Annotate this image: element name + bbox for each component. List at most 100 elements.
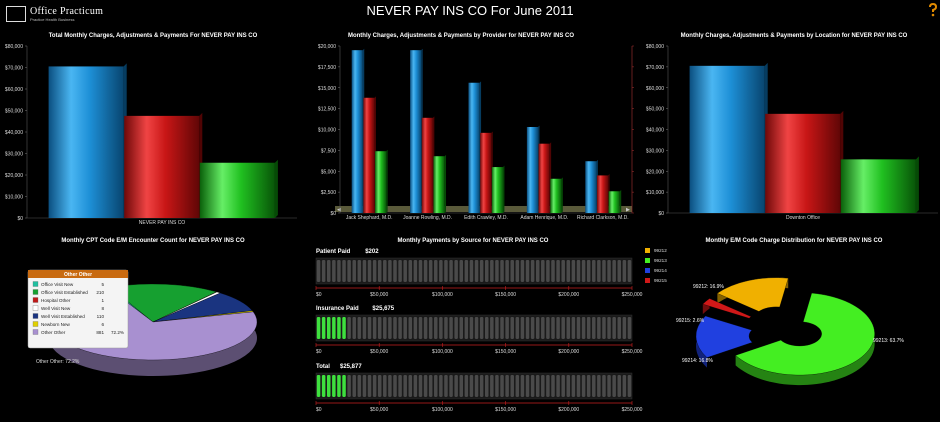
tooltip-swatch xyxy=(32,313,39,319)
bar[interactable] xyxy=(538,143,550,213)
gauge-segment xyxy=(372,375,377,397)
donut-slice[interactable] xyxy=(695,315,753,358)
bar[interactable] xyxy=(468,82,480,214)
gauge-segment xyxy=(342,260,346,282)
y-tick-label: $60,000 xyxy=(5,87,23,93)
legend-label: 99212 xyxy=(654,248,667,253)
y-tick-label: $12,500 xyxy=(318,107,336,113)
bar[interactable] xyxy=(596,175,609,213)
bar-side xyxy=(274,159,278,218)
gauge-segment xyxy=(622,375,627,397)
bar[interactable] xyxy=(421,117,433,213)
provider-chart-title: Monthly Charges, Adjustments & Payments … xyxy=(348,33,574,39)
gauge-segment xyxy=(372,260,377,282)
gauge-segment xyxy=(530,260,535,282)
bar[interactable] xyxy=(124,115,200,218)
bar-side xyxy=(915,156,919,213)
y-tick-label: $60,000 xyxy=(646,86,664,92)
bar[interactable] xyxy=(199,162,275,218)
help-icon[interactable] xyxy=(928,3,938,17)
gauge-segment xyxy=(541,260,545,282)
gauge-segment xyxy=(530,317,535,339)
gauge-segment xyxy=(556,317,560,339)
gauge-segment xyxy=(357,375,362,397)
gauge-segment xyxy=(484,375,489,397)
gauge-segment xyxy=(454,317,458,339)
donut-slice[interactable] xyxy=(735,292,875,376)
donut-slice[interactable] xyxy=(702,298,752,319)
total-chart-title: Total Monthly Charges, Adjustments & Pay… xyxy=(49,33,258,39)
bar[interactable] xyxy=(550,178,562,213)
tooltip-item-name: Office Visit Established xyxy=(41,290,88,295)
bar[interactable] xyxy=(433,156,445,213)
gauge-segment xyxy=(627,375,632,397)
gauge-tick-label: $150,000 xyxy=(495,407,516,413)
y-tick-label: $30,000 xyxy=(646,148,664,154)
gauge-segment xyxy=(561,375,565,397)
x-category-label: Jack Shephard, M.D. xyxy=(346,215,393,221)
bar[interactable] xyxy=(351,50,363,213)
gauge-segment xyxy=(454,375,458,397)
bar[interactable] xyxy=(491,167,504,213)
gauge-segment xyxy=(316,375,321,397)
gauge-segment xyxy=(377,317,382,339)
bar-side xyxy=(561,177,563,213)
gauge-segment xyxy=(337,375,341,397)
gauge-segment xyxy=(484,317,489,339)
gauge-segment xyxy=(515,260,520,282)
gauge-segment xyxy=(398,375,402,397)
gauge-segment xyxy=(627,317,632,339)
gauge-segment xyxy=(505,375,509,397)
gauge-segment xyxy=(627,260,632,282)
pie-tooltip: Other Other Office Visit New 5 Office Visit… xyxy=(27,269,129,349)
bar[interactable] xyxy=(585,161,597,213)
scroll-left-arrow-icon[interactable]: ◀ xyxy=(337,207,341,213)
gauge-segment xyxy=(495,317,499,339)
gauge-segment xyxy=(592,260,596,282)
gauge-segment xyxy=(525,317,530,339)
bar[interactable] xyxy=(689,65,765,213)
gauge-segment xyxy=(332,375,336,397)
gauge-segment xyxy=(469,317,474,339)
scroll-right-arrow-icon[interactable]: ▶ xyxy=(626,207,630,213)
gauge-segment xyxy=(398,317,402,339)
bar[interactable] xyxy=(480,132,492,213)
pie-outer-label: Other Other: 72.2% xyxy=(36,359,80,365)
gauge-segment xyxy=(617,260,622,282)
y-tick-label: $7,500 xyxy=(321,148,337,154)
bar-side xyxy=(444,154,447,213)
bar[interactable] xyxy=(608,191,620,213)
gauge-segment xyxy=(439,375,443,397)
bar[interactable] xyxy=(363,97,375,213)
bar[interactable] xyxy=(410,50,422,213)
gauge-segment xyxy=(449,375,453,397)
gauge-segment xyxy=(602,260,606,282)
bar[interactable] xyxy=(526,126,539,213)
gauge-segment xyxy=(505,260,509,282)
gauge-segment xyxy=(418,317,423,339)
bar[interactable] xyxy=(375,151,387,213)
y-tick-label: $5,000 xyxy=(321,169,337,175)
donut-slice[interactable] xyxy=(717,277,789,312)
gauge-segment xyxy=(541,317,545,339)
gauge-segment xyxy=(500,317,504,339)
gauge-segment xyxy=(571,375,576,397)
gauge-segment xyxy=(495,260,499,282)
location-chart-title: Monthly Charges, Adjustments & Payments … xyxy=(681,33,908,39)
bar[interactable] xyxy=(765,113,841,213)
gauge-segment xyxy=(602,317,606,339)
gauge-segment xyxy=(612,260,616,282)
payments-source-chart: Patient Paid $202 $0 $50,000 $100,000 $150,00… xyxy=(315,249,643,413)
gauge-segment xyxy=(377,375,382,397)
bar[interactable] xyxy=(840,159,916,213)
gauge-segment xyxy=(393,317,397,339)
gauge-segment xyxy=(377,260,382,282)
payment-source-row: Total $25,877 $0 $50,000 $100,000 $150,000 $20… xyxy=(315,364,643,413)
bar[interactable] xyxy=(48,66,124,218)
dashboard-header: Office Practicum Practice Health Busines… xyxy=(0,0,940,24)
gauge-segment xyxy=(337,317,341,339)
gauge-segment xyxy=(449,317,453,339)
tooltip-item-count: 6 xyxy=(101,322,104,327)
tooltip-item-count: 210 xyxy=(96,290,104,295)
gauge-segment xyxy=(561,260,565,282)
